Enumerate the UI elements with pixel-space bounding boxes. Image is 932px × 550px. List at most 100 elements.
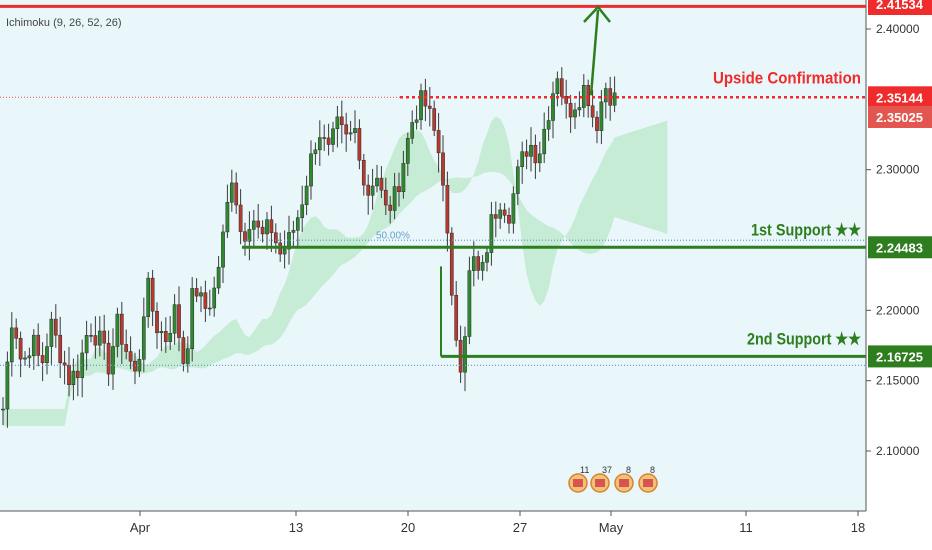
candle-body — [23, 357, 27, 360]
candle — [256, 204, 261, 239]
candle-body — [18, 338, 23, 360]
price-tick-label: 2.20000 — [876, 303, 920, 317]
candle — [529, 127, 533, 172]
candle-body — [146, 277, 151, 318]
candle-body — [568, 103, 573, 118]
price-badge: 2.16725 — [868, 345, 932, 368]
price-badge: 2.24483 — [868, 236, 932, 259]
fib-50-label: 50.00% — [376, 230, 410, 241]
candle-body — [507, 215, 511, 224]
candle — [14, 318, 19, 349]
candle — [172, 294, 177, 345]
price-badge-box — [868, 345, 932, 368]
candle — [247, 211, 252, 261]
indicator-legend[interactable]: Ichimoku (9, 26, 52, 26) — [6, 17, 122, 29]
candle — [207, 289, 212, 316]
candle — [269, 205, 274, 252]
economic-event-icon[interactable]: 11 — [568, 465, 589, 493]
candle-body — [27, 355, 32, 359]
candle-body — [159, 331, 164, 334]
candle-body — [353, 128, 357, 133]
candle-body — [441, 152, 445, 186]
price-tick-label: 2.10000 — [876, 444, 920, 458]
price-tick-label: 2.15000 — [876, 374, 920, 388]
time-tick-label: 11 — [739, 520, 753, 535]
candle — [212, 276, 217, 317]
candle — [27, 347, 32, 368]
candle — [291, 220, 296, 247]
candle — [89, 323, 93, 343]
candle-body — [577, 107, 582, 111]
candle — [181, 330, 186, 372]
economic-event-icon[interactable]: 37 — [590, 465, 612, 493]
candle-body — [445, 184, 450, 234]
candle — [168, 315, 173, 350]
candle-body — [529, 144, 533, 157]
candle — [273, 223, 278, 254]
candle-body — [586, 85, 591, 107]
candle-body — [542, 128, 547, 155]
candle-body — [392, 186, 397, 211]
candle — [36, 323, 41, 367]
candle-body — [454, 294, 459, 341]
candle — [106, 330, 111, 386]
candle — [348, 120, 353, 141]
candle — [40, 342, 45, 382]
candle-body — [75, 370, 80, 378]
event-icons[interactable]: 11 37 8 8 — [568, 465, 658, 493]
candle — [577, 91, 582, 117]
candle — [216, 256, 221, 295]
economic-event-icon[interactable]: 8 — [614, 465, 634, 493]
economic-event-icon[interactable]: 8 — [638, 465, 658, 493]
candle — [199, 286, 203, 313]
candle — [71, 358, 76, 401]
candle — [58, 316, 63, 379]
time-tick-label: 27 — [513, 520, 527, 535]
candle-body — [595, 116, 599, 131]
price-badge-box — [868, 0, 932, 15]
candle-body — [370, 185, 375, 196]
candle-body — [520, 151, 525, 168]
candle — [194, 278, 199, 303]
time-tick-label: May — [599, 520, 624, 535]
candle — [326, 123, 331, 156]
candle — [335, 105, 340, 148]
price-badge-box — [868, 105, 932, 128]
time-axis-background — [0, 511, 932, 550]
candle — [489, 201, 494, 266]
candle-body — [366, 184, 371, 196]
candle-body — [348, 132, 353, 135]
candle — [353, 110, 357, 144]
candle-body — [551, 93, 555, 121]
candle — [304, 175, 309, 216]
candle — [533, 134, 538, 179]
candle — [163, 317, 168, 353]
candle-body — [119, 313, 124, 345]
candle-body — [414, 119, 419, 123]
candle-body — [304, 185, 309, 206]
candle-body — [555, 78, 560, 94]
candle-body — [5, 361, 10, 410]
candle — [31, 329, 36, 370]
candle — [449, 227, 454, 306]
axes: 2.40000 2.30000 2.20000 2.15000 2.10000 Apr 13… — [130, 22, 920, 535]
candle-body — [300, 204, 305, 218]
candle-body — [234, 182, 239, 206]
candle-body — [410, 122, 415, 139]
candle — [537, 141, 542, 173]
price-badge-label: 2.35144 — [876, 90, 924, 105]
candle-body — [476, 256, 481, 271]
candle — [5, 351, 10, 428]
candle-body — [58, 334, 63, 364]
candle-body — [436, 130, 441, 154]
candle-body — [524, 151, 529, 157]
price-badge-box — [868, 236, 932, 259]
time-tick-label: 20 — [401, 520, 415, 535]
candle — [234, 172, 239, 214]
candle-body — [115, 313, 120, 347]
price-badge-box — [868, 86, 932, 109]
candle-body — [168, 333, 173, 342]
price-axis-background — [866, 0, 932, 550]
candle-body — [489, 214, 494, 253]
